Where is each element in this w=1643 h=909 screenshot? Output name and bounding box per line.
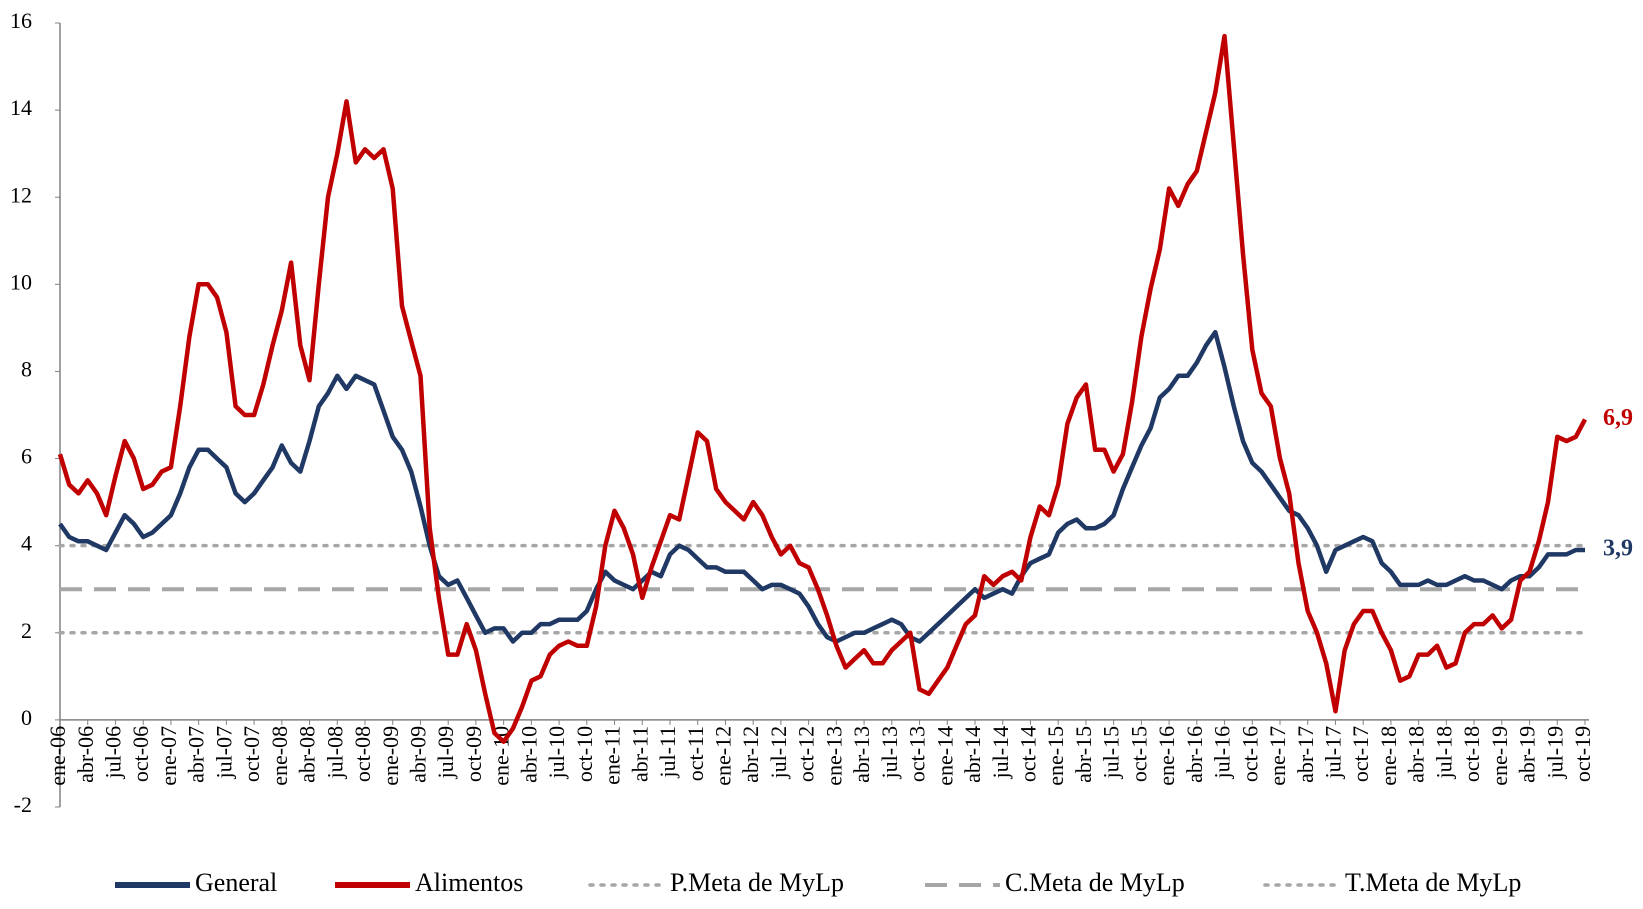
y-tick-label: -2 — [14, 792, 32, 817]
x-tick-label: ene-17 — [1265, 726, 1290, 786]
x-tick-label: abr-16 — [1182, 726, 1207, 783]
legend-label: P.Meta de MyLp — [670, 868, 844, 897]
x-tick-label: jul-07 — [211, 726, 236, 780]
x-tick-label: oct-11 — [683, 726, 708, 781]
x-tick-label: ene-16 — [1154, 726, 1179, 786]
y-tick-label: 12 — [10, 182, 32, 207]
x-tick-label: ene-09 — [378, 726, 403, 786]
x-tick-label: ene-06 — [45, 726, 70, 786]
x-tick-label: ene-14 — [932, 726, 957, 786]
x-tick-label: jul-19 — [1542, 726, 1567, 780]
x-tick-label: abr-19 — [1515, 726, 1540, 783]
x-tick-label: oct-09 — [461, 726, 486, 782]
x-tick-label: ene-13 — [821, 726, 846, 786]
x-tick-label: jul-08 — [322, 726, 347, 780]
y-tick-label: 4 — [21, 531, 32, 556]
x-tick-label: jul-09 — [433, 726, 458, 780]
legend-label: T.Meta de MyLp — [1345, 868, 1521, 897]
x-tick-label: oct-13 — [905, 726, 930, 782]
x-tick-label: jul-11 — [655, 726, 680, 779]
x-tick-label: abr-17 — [1293, 726, 1318, 783]
x-tick-label: oct-18 — [1459, 726, 1484, 782]
x-tick-label: jul-10 — [544, 726, 569, 780]
x-tick-label: oct-19 — [1570, 726, 1595, 782]
x-tick-label: abr-15 — [1071, 726, 1096, 783]
x-tick-label: oct-16 — [1237, 726, 1262, 782]
x-tick-label: oct-07 — [239, 726, 264, 782]
x-tick-label: abr-10 — [516, 726, 541, 783]
x-tick-label: oct-17 — [1348, 726, 1373, 782]
x-tick-label: jul-16 — [1210, 726, 1235, 780]
x-tick-label: abr-06 — [73, 726, 98, 783]
y-tick-label: 16 — [10, 8, 32, 33]
x-tick-label: jul-15 — [1099, 726, 1124, 780]
y-tick-label: 14 — [10, 95, 32, 120]
x-tick-label: oct-08 — [350, 726, 375, 782]
x-tick-label: abr-13 — [849, 726, 874, 783]
y-tick-label: 6 — [21, 444, 32, 469]
x-tick-label: abr-18 — [1404, 726, 1429, 783]
legend-label: Alimentos — [415, 868, 523, 897]
x-tick-label: abr-12 — [738, 726, 763, 783]
x-tick-label: ene-12 — [711, 726, 736, 786]
data-label: 3,9 — [1603, 536, 1633, 562]
x-tick-label: abr-11 — [627, 726, 652, 782]
legend-label: C.Meta de MyLp — [1005, 868, 1185, 897]
x-tick-label: ene-07 — [156, 726, 181, 786]
x-tick-label: jul-13 — [877, 726, 902, 780]
x-tick-label: jul-14 — [988, 726, 1013, 780]
x-tick-label: ene-11 — [600, 726, 625, 785]
x-tick-label: jul-06 — [101, 726, 126, 780]
x-tick-label: ene-18 — [1376, 726, 1401, 786]
series-line — [57, 33, 1587, 744]
data-label: 6,9 — [1603, 405, 1633, 431]
x-tick-label: ene-08 — [267, 726, 292, 786]
y-tick-label: 8 — [21, 356, 32, 381]
x-tick-label: abr-08 — [295, 726, 320, 783]
x-tick-label: abr-07 — [184, 726, 209, 783]
legend-label: General — [195, 868, 277, 897]
x-tick-label: ene-15 — [1043, 726, 1068, 786]
x-tick-label: oct-14 — [1016, 726, 1041, 782]
x-tick-label: jul-18 — [1431, 726, 1456, 780]
x-tick-label: oct-15 — [1126, 726, 1151, 782]
series-line — [58, 329, 1585, 644]
y-tick-label: 10 — [10, 269, 32, 294]
x-tick-label: oct-06 — [128, 726, 153, 782]
x-tick-label: oct-10 — [572, 726, 597, 782]
x-tick-label: oct-12 — [794, 726, 819, 782]
x-tick-label: jul-12 — [766, 726, 791, 780]
x-tick-label: abr-14 — [960, 726, 985, 783]
x-tick-label: jul-17 — [1321, 726, 1346, 780]
x-tick-label: ene-19 — [1487, 726, 1512, 786]
x-tick-label: abr-09 — [406, 726, 431, 783]
y-tick-label: 2 — [21, 618, 32, 643]
y-tick-label: 0 — [21, 705, 32, 730]
